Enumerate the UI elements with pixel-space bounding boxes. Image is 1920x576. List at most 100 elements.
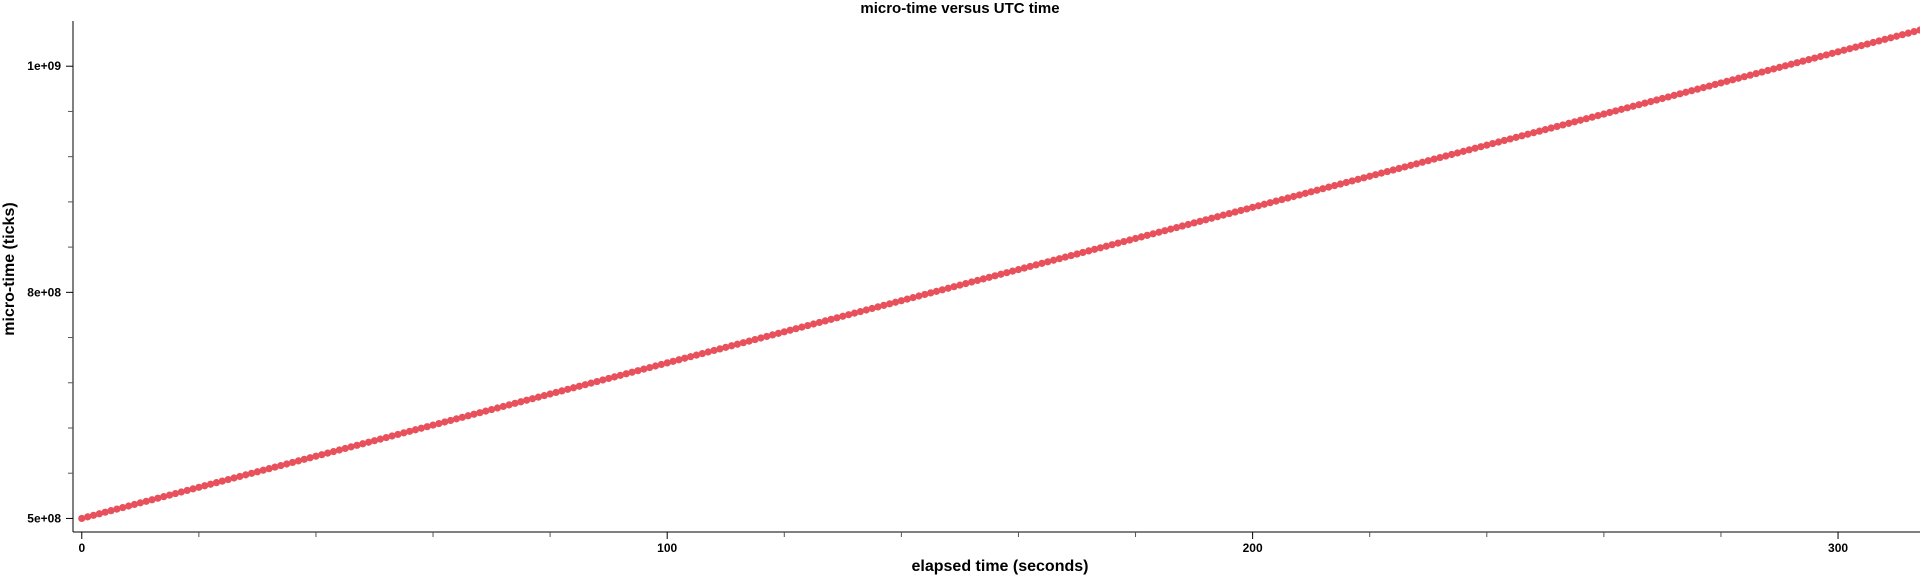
data-point <box>979 275 987 283</box>
data-point <box>909 293 917 302</box>
data-point <box>230 474 238 482</box>
data-point <box>441 418 449 426</box>
data-point <box>1167 225 1175 233</box>
data-point <box>171 489 180 498</box>
data-point <box>1044 258 1052 266</box>
data-point <box>1547 124 1555 132</box>
data-point <box>763 332 771 341</box>
data-point <box>347 443 355 451</box>
data-point <box>1120 237 1128 246</box>
data-point <box>833 314 841 322</box>
data-point <box>482 407 490 415</box>
data-point <box>341 444 349 453</box>
data-point <box>1729 76 1737 84</box>
data-point <box>1325 183 1333 191</box>
data-point <box>1576 116 1585 124</box>
data-point <box>768 331 777 339</box>
data-point <box>932 287 941 295</box>
data-point <box>569 384 578 392</box>
data-point <box>1910 27 1918 36</box>
data-point <box>265 465 273 473</box>
data-point <box>669 357 677 365</box>
data-point <box>599 376 607 384</box>
data-point <box>1535 127 1544 135</box>
data-point <box>1500 136 1508 145</box>
data-point <box>353 441 361 449</box>
data-point <box>1155 228 1163 236</box>
data-point <box>651 362 660 370</box>
data-point <box>335 446 343 454</box>
data-point <box>306 454 314 462</box>
data-point <box>1606 108 1614 117</box>
data-point <box>1307 188 1315 196</box>
data-point <box>1904 29 1912 37</box>
data-point <box>1319 185 1327 193</box>
data-point <box>487 405 496 414</box>
data-point <box>476 409 484 417</box>
data-point <box>1219 211 1227 219</box>
data-point <box>1108 241 1116 249</box>
data-point <box>640 365 648 373</box>
data-point <box>136 499 144 507</box>
data-point <box>312 452 320 460</box>
data-point <box>89 511 98 519</box>
data-point <box>1073 250 1081 258</box>
data-point <box>224 475 232 484</box>
data-point <box>587 379 595 387</box>
data-point <box>1459 147 1467 155</box>
data-point <box>1881 35 1889 43</box>
data-point <box>657 360 665 369</box>
data-point <box>956 281 964 289</box>
data-point <box>1231 208 1239 216</box>
data-point <box>1342 178 1350 187</box>
data-point <box>283 460 291 468</box>
data-point <box>862 306 870 314</box>
data-point <box>1822 51 1830 59</box>
data-point <box>1565 119 1573 127</box>
data-point <box>815 318 824 327</box>
data-point <box>710 346 718 355</box>
data-point <box>1840 46 1848 54</box>
data-point <box>318 451 326 459</box>
data-point <box>1137 233 1145 241</box>
data-point <box>1008 267 1017 275</box>
data-point <box>1184 220 1192 229</box>
data-point <box>821 317 829 325</box>
data-point <box>1061 253 1069 261</box>
data-point <box>1401 163 1409 171</box>
y-tick-label: 1e+09 <box>27 59 61 73</box>
data-point <box>786 326 794 334</box>
data-point <box>616 371 624 379</box>
data-point <box>663 359 671 367</box>
data-point <box>236 472 244 481</box>
data-point <box>429 421 437 429</box>
data-point <box>1049 256 1058 264</box>
data-point <box>1330 181 1339 190</box>
data-point <box>886 300 894 308</box>
data-point <box>78 514 86 523</box>
data-point <box>622 370 630 378</box>
data-point <box>1313 186 1321 194</box>
data-point <box>406 427 414 435</box>
data-point <box>300 455 308 463</box>
data-point <box>921 290 929 299</box>
data-point <box>1243 205 1251 213</box>
data-point <box>154 494 162 502</box>
data-point <box>1301 189 1309 197</box>
data-point <box>148 496 156 504</box>
data-point <box>1272 197 1280 205</box>
data-point <box>891 298 900 306</box>
data-point <box>1020 264 1028 272</box>
data-point <box>113 505 121 513</box>
data-point <box>534 393 543 401</box>
data-point <box>1172 223 1181 232</box>
data-point <box>540 391 548 400</box>
data-point <box>1102 242 1110 250</box>
data-point <box>1383 167 1391 176</box>
data-point <box>1594 111 1602 120</box>
data-point <box>523 396 531 404</box>
data-point <box>1407 161 1415 169</box>
data-point <box>1863 40 1871 48</box>
data-point <box>733 340 742 348</box>
